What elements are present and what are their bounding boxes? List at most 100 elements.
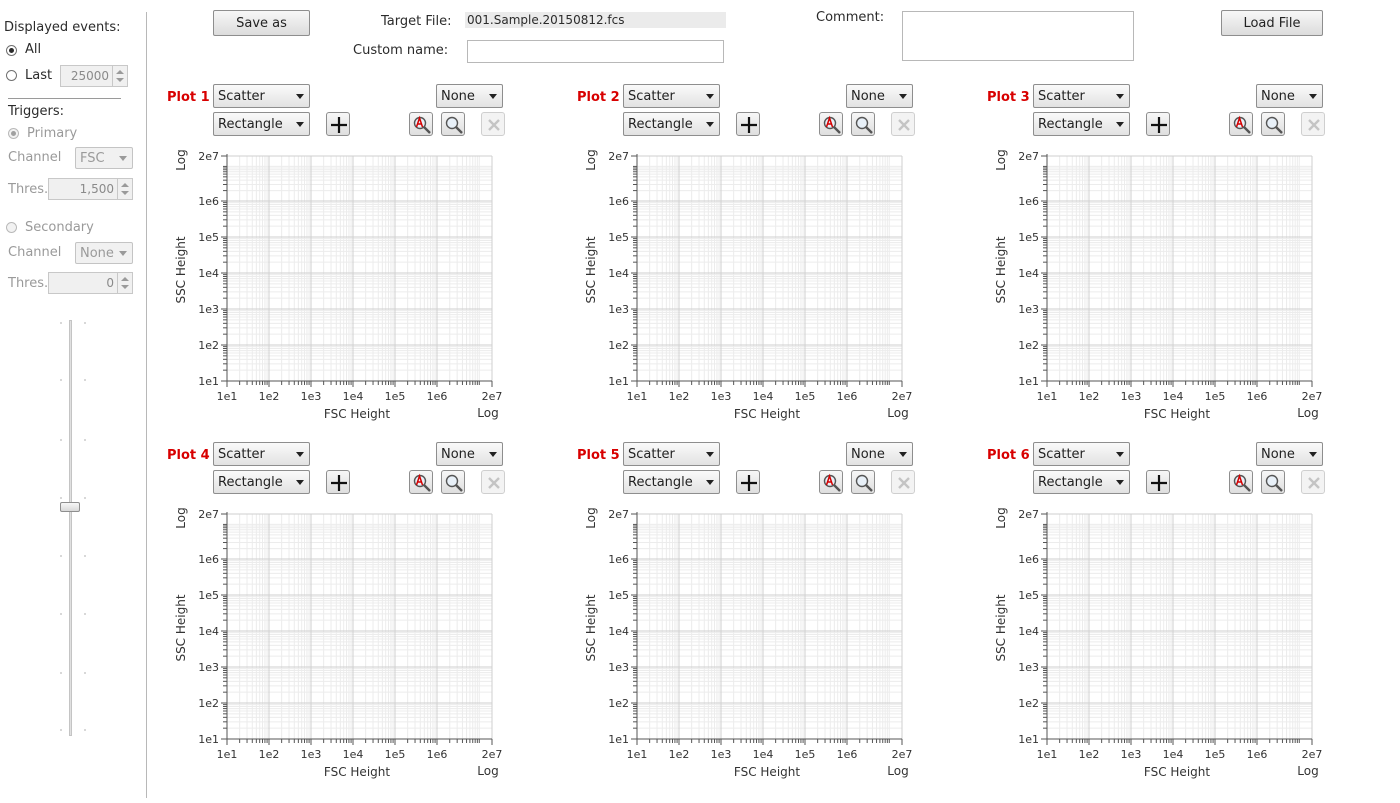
plot-type-select[interactable]: Scatter — [623, 84, 720, 108]
last-events-input[interactable]: 25000 — [60, 65, 128, 87]
overlay-select[interactable]: None — [1256, 84, 1323, 108]
close-icon — [1308, 119, 1320, 131]
x-axis-label: FSC Height — [324, 765, 390, 779]
plot-chart[interactable]: 1e1 1e2 1e3 1e4 1e5 1e6 2e7 1e1 1e2 1e3 1e4 1e5 1e6 2… — [166, 143, 526, 433]
x-tick-label: 2e7 — [482, 748, 503, 761]
y-tick-label: 1e3 — [198, 303, 219, 316]
x-scale-label[interactable]: Log — [477, 406, 498, 420]
plot-chart[interactable]: 1e1 1e2 1e3 1e4 1e5 1e6 2e7 1e1 1e2 1e3 1e4 1e5 1e6 2… — [986, 143, 1346, 433]
y-scale-label[interactable]: Log — [174, 507, 188, 528]
plot-chart[interactable]: 1e1 1e2 1e3 1e4 1e5 1e6 2e7 1e1 1e2 1e3 1e4 1e5 1e6 2… — [166, 501, 526, 791]
zoom-button[interactable] — [851, 112, 875, 136]
delete-gate-button[interactable] — [481, 112, 505, 136]
plot-type-value: Scatter — [628, 88, 675, 104]
auto-scale-button[interactable] — [409, 470, 433, 494]
auto-zoom-icon — [1233, 473, 1251, 492]
delete-gate-button[interactable] — [891, 112, 915, 136]
auto-scale-button[interactable] — [819, 470, 843, 494]
secondary-thres-spinner[interactable] — [117, 273, 132, 293]
x-tick-label: 1e2 — [259, 748, 280, 761]
auto-scale-button[interactable] — [1229, 470, 1253, 494]
primary-channel-select[interactable]: FSC — [75, 147, 133, 169]
y-scale-label[interactable]: Log — [994, 149, 1008, 170]
chevron-down-icon — [489, 94, 497, 99]
x-scale-label[interactable]: Log — [887, 406, 908, 420]
overlay-select[interactable]: None — [846, 442, 913, 466]
overlay-select[interactable]: None — [1256, 442, 1323, 466]
zoom-button[interactable] — [851, 470, 875, 494]
secondary-thres-input[interactable]: 0 — [48, 272, 133, 294]
gate-shape-select[interactable]: Rectangle — [1033, 112, 1130, 136]
load-file-button[interactable]: Load File — [1221, 10, 1323, 36]
overlay-select[interactable]: None — [846, 84, 913, 108]
auto-scale-button[interactable] — [819, 112, 843, 136]
primary-label: Primary — [27, 126, 78, 141]
gate-shape-select[interactable]: Rectangle — [213, 470, 310, 494]
delete-gate-button[interactable] — [1301, 112, 1325, 136]
plot-chart[interactable]: 1e1 1e2 1e3 1e4 1e5 1e6 2e7 1e1 1e2 1e3 1e4 1e5 1e6 2… — [576, 501, 936, 791]
x-tick-label: 1e1 — [627, 390, 648, 403]
plot-type-select[interactable]: Scatter — [213, 442, 310, 466]
y-scale-label[interactable]: Log — [584, 149, 598, 170]
delete-gate-button[interactable] — [481, 470, 505, 494]
x-tick-label: 1e3 — [711, 748, 732, 761]
magnifier-icon — [445, 474, 463, 492]
x-tick-label: 1e4 — [1163, 748, 1184, 761]
x-tick-label: 1e2 — [669, 390, 690, 403]
zoom-button[interactable] — [1261, 470, 1285, 494]
secondary-channel-select[interactable]: None — [75, 242, 133, 264]
secondary-thres-value: 0 — [106, 276, 114, 290]
zoom-button[interactable] — [441, 112, 465, 136]
primary-radio[interactable] — [8, 128, 19, 139]
gate-shape-select[interactable]: Rectangle — [1033, 470, 1130, 494]
add-gate-button[interactable] — [1146, 112, 1170, 136]
plot-chart[interactable]: 1e1 1e2 1e3 1e4 1e5 1e6 2e7 1e1 1e2 1e3 1e4 1e5 1e6 2… — [986, 501, 1346, 791]
events-slider[interactable] — [50, 316, 94, 740]
primary-thres-spinner[interactable] — [117, 179, 132, 199]
delete-gate-button[interactable] — [891, 470, 915, 494]
x-scale-label[interactable]: Log — [477, 764, 498, 778]
add-gate-button[interactable] — [736, 112, 760, 136]
zoom-button[interactable] — [441, 470, 465, 494]
primary-thres-label: Thres. — [8, 182, 49, 197]
gate-shape-select[interactable]: Rectangle — [623, 470, 720, 494]
gate-shape-select[interactable]: Rectangle — [213, 112, 310, 136]
plot-type-select[interactable]: Scatter — [1033, 442, 1130, 466]
plot-type-select[interactable]: Scatter — [1033, 84, 1130, 108]
triggers-label: Triggers: — [8, 104, 64, 119]
auto-scale-button[interactable] — [409, 112, 433, 136]
y-tick-label: 2e7 — [1018, 508, 1039, 521]
save-as-button[interactable]: Save as — [213, 10, 310, 36]
x-tick-label: 1e4 — [343, 390, 364, 403]
last-radio[interactable] — [6, 70, 17, 81]
comment-textarea[interactable] — [902, 11, 1134, 61]
overlay-select[interactable]: None — [436, 84, 503, 108]
delete-gate-button[interactable] — [1301, 470, 1325, 494]
auto-scale-button[interactable] — [1229, 112, 1253, 136]
all-label: All — [25, 42, 42, 57]
add-gate-button[interactable] — [1146, 470, 1170, 494]
x-scale-label[interactable]: Log — [1297, 406, 1318, 420]
x-scale-label[interactable]: Log — [887, 764, 908, 778]
custom-name-input[interactable] — [467, 40, 724, 63]
plot-chart[interactable]: 1e1 1e2 1e3 1e4 1e5 1e6 2e7 1e1 1e2 1e3 1e4 1e5 1e6 2… — [576, 143, 936, 433]
secondary-radio[interactable] — [6, 222, 17, 233]
plot-type-select[interactable]: Scatter — [623, 442, 720, 466]
last-events-spinner[interactable] — [112, 66, 127, 86]
add-gate-button[interactable] — [326, 112, 350, 136]
plot-type-select[interactable]: Scatter — [213, 84, 310, 108]
slider-thumb[interactable] — [60, 502, 80, 513]
chevron-down-icon — [706, 122, 714, 127]
add-gate-button[interactable] — [736, 470, 760, 494]
y-scale-label[interactable]: Log — [584, 507, 598, 528]
x-scale-label[interactable]: Log — [1297, 764, 1318, 778]
y-scale-label[interactable]: Log — [994, 507, 1008, 528]
add-gate-button[interactable] — [326, 470, 350, 494]
overlay-select[interactable]: None — [436, 442, 503, 466]
all-radio[interactable] — [6, 45, 17, 56]
zoom-button[interactable] — [1261, 112, 1285, 136]
gate-shape-select[interactable]: Rectangle — [623, 112, 720, 136]
x-tick-label: 1e2 — [669, 748, 690, 761]
y-scale-label[interactable]: Log — [174, 149, 188, 170]
primary-thres-input[interactable]: 1,500 — [48, 178, 133, 200]
